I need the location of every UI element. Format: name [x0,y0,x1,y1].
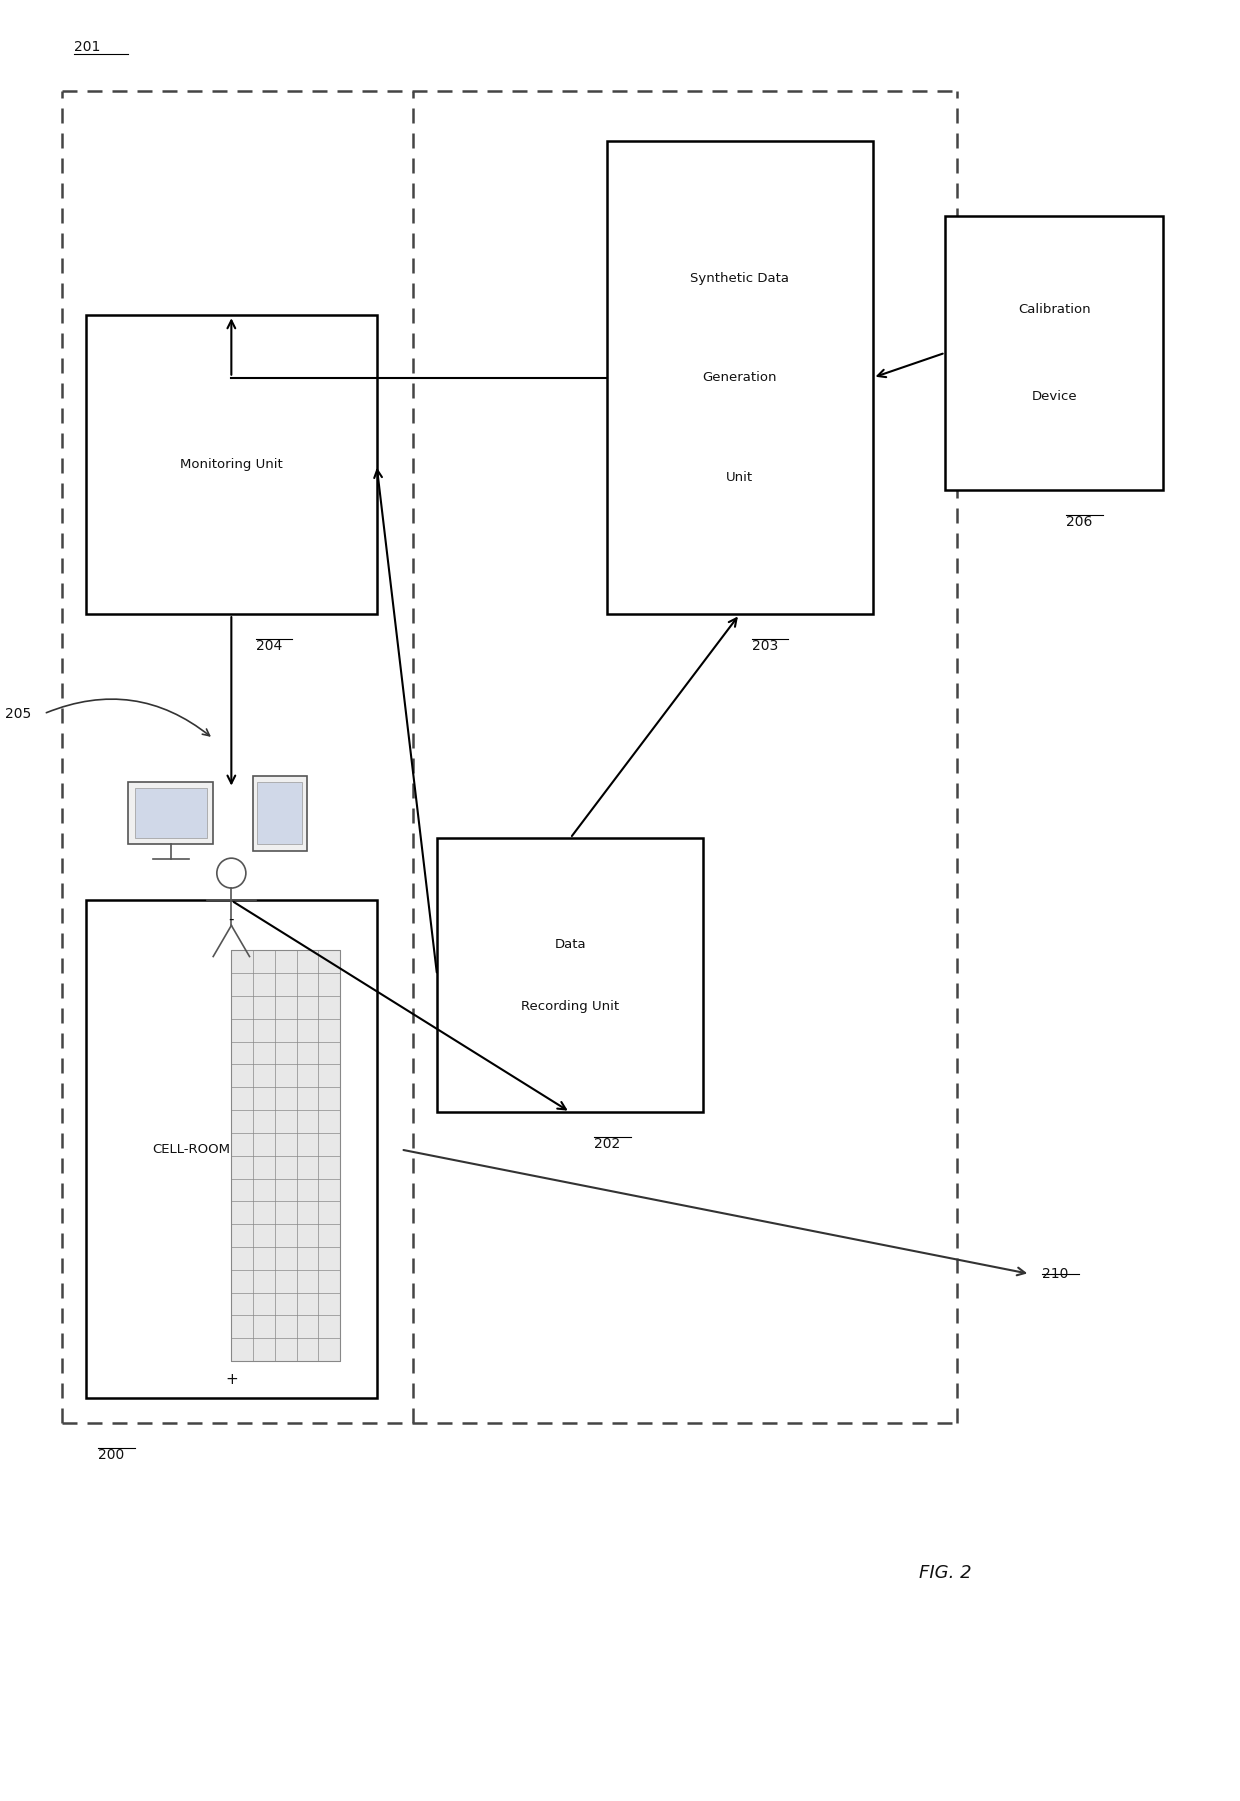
FancyBboxPatch shape [436,837,703,1113]
Text: Recording Unit: Recording Unit [521,1000,619,1012]
Text: 200: 200 [98,1448,124,1462]
Bar [232,951,340,1362]
Text: 204: 204 [255,639,281,654]
Text: +: + [224,1372,238,1387]
Text: Data: Data [554,938,587,951]
Text: -: - [228,911,234,928]
Text: Calibration: Calibration [1018,303,1091,315]
Text: 206: 206 [1066,515,1092,528]
Text: Device: Device [1032,389,1078,403]
Text: Synthetic Data: Synthetic Data [691,272,789,285]
FancyBboxPatch shape [606,140,873,614]
Text: Generation: Generation [702,371,777,384]
Text: Monitoring Unit: Monitoring Unit [180,457,283,472]
FancyBboxPatch shape [945,216,1163,490]
Text: CELL-ROOM: CELL-ROOM [153,1144,231,1156]
Bar [253,776,308,850]
Text: 205: 205 [5,706,32,720]
Text: 202: 202 [594,1136,621,1151]
Bar [129,782,213,845]
Bar [134,789,207,837]
Text: FIG. 2: FIG. 2 [919,1563,972,1581]
Text: 201: 201 [74,40,100,54]
Text: 203: 203 [751,639,777,654]
Bar [258,782,303,845]
FancyBboxPatch shape [86,315,377,614]
Text: 210: 210 [1042,1266,1069,1281]
FancyBboxPatch shape [86,900,377,1398]
Text: Unit: Unit [727,470,753,484]
